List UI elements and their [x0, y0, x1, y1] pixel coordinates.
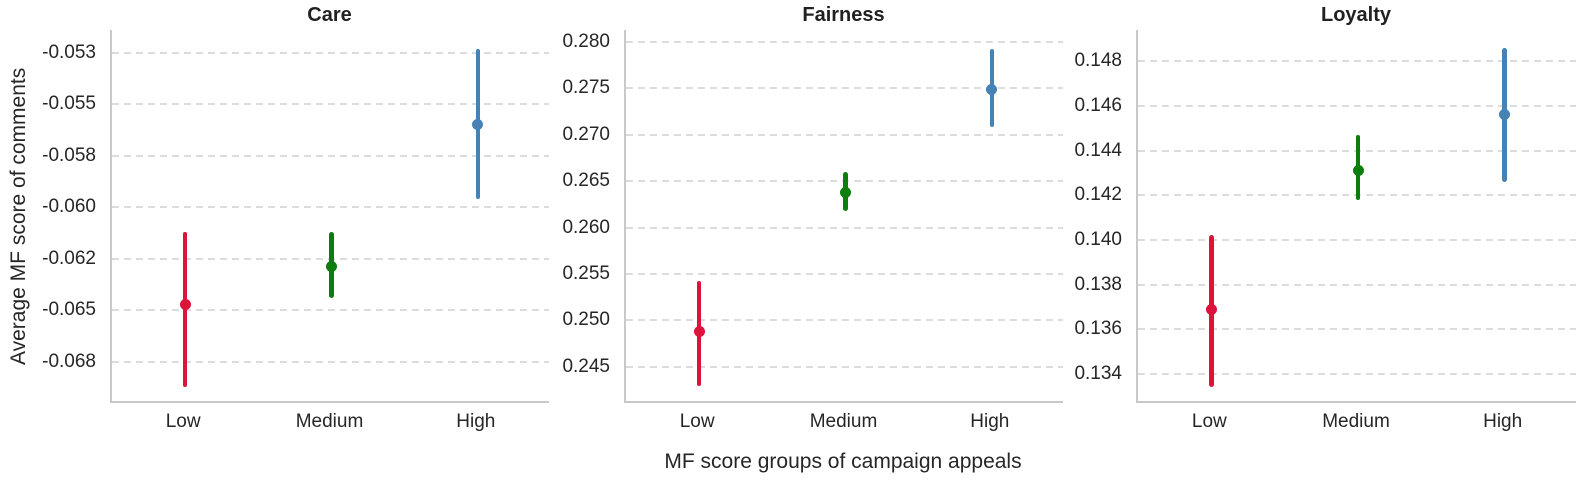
y-tick-label-loyalty: 0.138 [1074, 273, 1122, 295]
y-tick-label-fairness: 0.275 [562, 77, 610, 99]
y-tick-label-loyalty: 0.146 [1074, 94, 1122, 116]
gridline-loyalty [1138, 104, 1576, 107]
gridline-loyalty [1138, 283, 1576, 286]
y-tick-label-fairness: 0.250 [562, 309, 610, 331]
x-tick-label-care-low: Low [165, 411, 201, 432]
gridline-loyalty [1138, 328, 1576, 331]
y-tick-label-loyalty: 0.140 [1074, 228, 1122, 250]
y-tick-label-loyalty: 0.148 [1074, 50, 1122, 72]
x-tick-label-loyalty-medium: Medium [1322, 411, 1390, 432]
x-tick-label-loyalty-high: High [1483, 411, 1523, 432]
x-tick-label-fairness-medium: Medium [809, 411, 878, 432]
y-tick-label-fairness: 0.245 [562, 355, 610, 377]
y-tick-label-loyalty: 0.134 [1074, 362, 1122, 384]
gridline-fairness [626, 133, 1063, 136]
panel-plot-care [110, 30, 549, 403]
gridline-fairness [626, 87, 1063, 90]
point-loyalty-low [1205, 303, 1217, 315]
point-fairness-high [986, 83, 998, 95]
point-care-high [472, 119, 484, 131]
x-tick-label-fairness-high: High [970, 411, 1010, 432]
panel-plot-fairness [624, 30, 1063, 403]
y-tick-label-care: -0.062 [42, 247, 96, 269]
panel-title-loyalty: Loyalty [1320, 4, 1392, 26]
y-tick-label-care: -0.065 [42, 299, 96, 321]
y-tick-label-fairness: 0.255 [562, 263, 610, 285]
gridline-fairness [626, 273, 1063, 276]
y-tick-label-care: -0.058 [42, 144, 96, 166]
y-tick-label-care: -0.060 [42, 196, 96, 218]
y-tick-label-loyalty: 0.142 [1074, 184, 1122, 206]
y-tick-label-fairness: 0.265 [562, 170, 610, 192]
y-tick-label-care: -0.053 [42, 41, 96, 63]
gridline-loyalty [1138, 238, 1576, 241]
gridline-fairness [626, 226, 1063, 229]
y-tick-label-fairness: 0.260 [562, 216, 610, 238]
point-fairness-low [693, 326, 705, 338]
gridline-fairness [626, 319, 1063, 322]
y-tick-label-care: -0.068 [42, 350, 96, 372]
y-tick-label-loyalty: 0.144 [1074, 139, 1122, 161]
gridline-fairness [626, 365, 1063, 368]
gridline-loyalty [1138, 372, 1576, 375]
x-tick-label-fairness-low: Low [679, 411, 715, 432]
point-care-low [179, 298, 191, 310]
gridline-care [112, 360, 549, 363]
point-fairness-medium [840, 186, 851, 198]
gridline-loyalty [1138, 60, 1576, 63]
x-tick-label-care-high: High [456, 411, 496, 432]
gridline-care [112, 309, 549, 312]
y-tick-label-fairness: 0.270 [562, 123, 610, 145]
panel-plot-loyalty [1136, 30, 1576, 403]
y-tick-label-care: -0.055 [42, 93, 96, 115]
gridline-care [112, 103, 549, 106]
y-tick-label-loyalty: 0.136 [1074, 318, 1122, 340]
panel-title-care: Care [307, 4, 352, 26]
point-loyalty-medium [1352, 165, 1364, 177]
gridline-fairness [626, 41, 1063, 44]
point-care-medium [326, 261, 337, 273]
point-loyalty-high [1499, 109, 1511, 121]
gridline-care [112, 51, 549, 54]
x-tick-label-care-medium: Medium [295, 411, 364, 432]
gridline-care [112, 154, 549, 157]
x-axis-title: MF score groups of campaign appeals [664, 450, 1022, 473]
x-tick-label-loyalty-low: Low [1191, 411, 1227, 432]
y-tick-label-fairness: 0.280 [562, 31, 610, 53]
panel-title-fairness: Fairness [802, 4, 885, 26]
gridline-care [112, 206, 549, 209]
